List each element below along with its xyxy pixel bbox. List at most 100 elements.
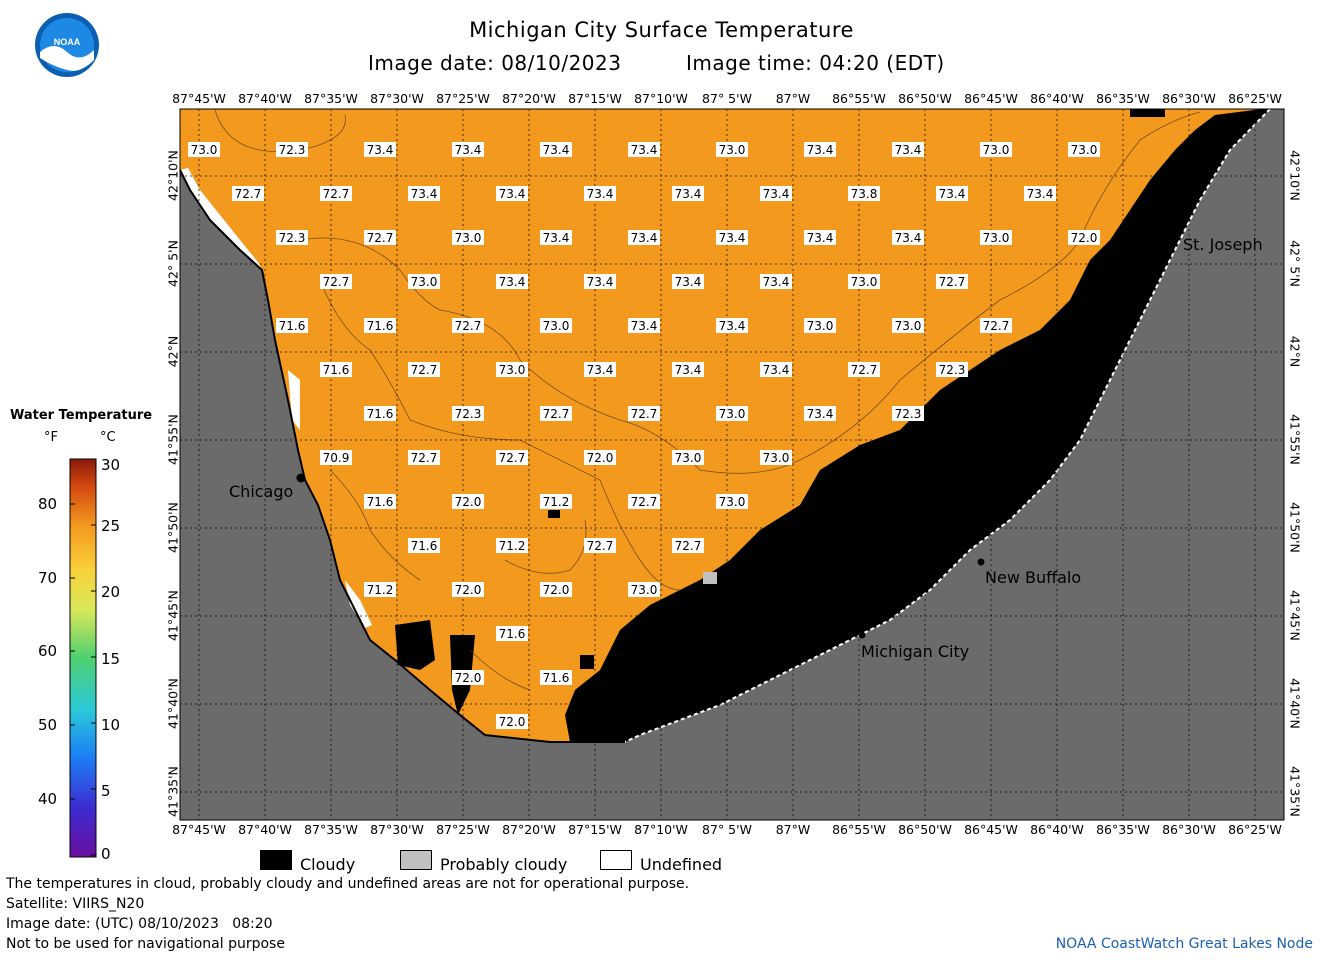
svg-text:72.7: 72.7 (455, 319, 482, 333)
temperature-value: 71.6 (540, 670, 572, 685)
svg-text:72.0: 72.0 (455, 495, 482, 509)
temperature-value: 71.2 (496, 538, 528, 553)
svg-text:70.9: 70.9 (323, 451, 350, 465)
cloudy-swatch (260, 850, 292, 870)
lat-label-left: 41°40'N (165, 678, 181, 729)
svg-text:72.0: 72.0 (499, 715, 526, 729)
temperature-labels: 73.0 72.3 73.4 73.4 73.4 73.4 73.0 73.4 73.4 73.0… (188, 142, 1100, 729)
cb-c-5: 5 (101, 782, 111, 800)
lon-label-bottom: 86°40'W (1030, 822, 1084, 837)
svg-text:73.4: 73.4 (367, 143, 394, 157)
svg-text:73.4: 73.4 (587, 275, 614, 289)
cb-c-30: 30 (101, 456, 121, 474)
temperature-value: 73.4 (496, 274, 528, 289)
temperature-value: 73.4 (760, 274, 792, 289)
svg-text:73.0: 73.0 (719, 407, 746, 421)
svg-text:73.4: 73.4 (411, 187, 438, 201)
temperature-value: 72.3 (892, 406, 924, 421)
svg-text:71.6: 71.6 (367, 407, 394, 421)
svg-text:73.4: 73.4 (763, 275, 790, 289)
temperature-value: 73.0 (760, 450, 792, 465)
temperature-value: 73.0 (980, 142, 1012, 157)
svg-text:72.7: 72.7 (543, 407, 570, 421)
svg-text:72.0: 72.0 (455, 671, 482, 685)
svg-text:72.7: 72.7 (499, 451, 526, 465)
lon-label-top: 87°40'W (238, 91, 292, 106)
svg-text:73.4: 73.4 (675, 275, 702, 289)
lat-label-left: 41°35'N (165, 766, 181, 817)
temperature-value: 72.0 (584, 450, 616, 465)
lon-label-top: 86°30'W (1162, 91, 1216, 106)
temperature-value: 73.0 (848, 274, 880, 289)
lon-label-top: 86°50'W (898, 91, 952, 106)
svg-text:71.2: 71.2 (543, 495, 570, 509)
temperature-value: 72.7 (936, 274, 968, 289)
lon-label-top: 87°W (775, 91, 811, 106)
lon-label-top: 86°35'W (1096, 91, 1150, 106)
temperature-value: 73.4 (584, 362, 616, 377)
temperature-value: 72.0 (496, 714, 528, 729)
lat-label-left: 41°45'N (165, 590, 181, 641)
new-buffalo-label: New Buffalo (985, 568, 1082, 587)
svg-text:72.3: 72.3 (895, 407, 922, 421)
svg-text:73.4: 73.4 (719, 231, 746, 245)
temperature-value: 72.7 (408, 450, 440, 465)
svg-text:71.6: 71.6 (279, 319, 306, 333)
cb-c-15: 15 (101, 650, 121, 668)
temperature-value: 72.7 (672, 538, 704, 553)
colorbar-title: Water Temperature (10, 408, 153, 423)
svg-text:72.7: 72.7 (323, 187, 350, 201)
temperature-value: 73.4 (804, 230, 836, 245)
lon-label-top: 86°40'W (1030, 91, 1084, 106)
temperature-value: 72.0 (452, 582, 484, 597)
temperature-value: 73.4 (672, 274, 704, 289)
lon-label-bottom: 87° 5'W (702, 822, 752, 837)
svg-text:72.7: 72.7 (851, 363, 878, 377)
temperature-value: 73.4 (452, 142, 484, 157)
new-buffalo-marker (977, 558, 985, 566)
cloud-mass (565, 109, 1270, 742)
lat-label-right: 41°55'N (1287, 414, 1303, 465)
svg-text:73.0: 73.0 (983, 231, 1010, 245)
svg-text:72.7: 72.7 (411, 451, 438, 465)
temperature-value: 71.6 (276, 318, 308, 333)
svg-text:73.0: 73.0 (499, 363, 526, 377)
svg-text:73.4: 73.4 (587, 363, 614, 377)
svg-text:71.6: 71.6 (543, 671, 570, 685)
lon-label-bottom: 87°25'W (436, 822, 490, 837)
chicago-marker (296, 473, 306, 483)
lat-label-left: 42°10'N (165, 150, 181, 201)
lon-label-bottom: 86°45'W (964, 822, 1018, 837)
temperature-value: 73.4 (716, 318, 748, 333)
temperature-value: 71.6 (496, 626, 528, 641)
svg-text:71.6: 71.6 (323, 363, 350, 377)
temperature-value: 72.7 (320, 186, 352, 201)
lon-label-bottom: 87°W (775, 822, 811, 837)
lat-label-right: 42°N (1287, 335, 1303, 368)
st-joseph-marker (1169, 237, 1177, 245)
undefined-label: Undefined (640, 855, 723, 874)
cb-f-70: 70 (38, 569, 58, 587)
svg-text:71.6: 71.6 (499, 627, 526, 641)
temperature-value: 73.4 (628, 318, 660, 333)
svg-text:73.0: 73.0 (631, 583, 658, 597)
lon-label-top: 87°30'W (370, 91, 424, 106)
temperature-value: 72.7 (364, 230, 396, 245)
svg-text:73.4: 73.4 (939, 187, 966, 201)
lon-label-bottom: 87°45'W (172, 822, 226, 837)
svg-text:72.3: 72.3 (939, 363, 966, 377)
temperature-value: 73.0 (496, 362, 528, 377)
svg-text:71.2: 71.2 (367, 583, 394, 597)
temperature-value: 73.4 (760, 186, 792, 201)
footer-note: The temperatures in cloud, probably clou… (6, 876, 690, 892)
svg-text:73.4: 73.4 (719, 319, 746, 333)
temperature-value: 73.4 (936, 186, 968, 201)
probably-cloudy-label: Probably cloudy (440, 855, 568, 874)
lat-label-right: 41°45'N (1287, 590, 1303, 641)
svg-text:NOAA: NOAA (54, 37, 81, 47)
temperature-value: 72.7 (628, 406, 660, 421)
temperature-value: 73.4 (672, 186, 704, 201)
temperature-value: 73.4 (628, 142, 660, 157)
svg-text:72.7: 72.7 (587, 539, 614, 553)
temperature-value: 73.4 (760, 362, 792, 377)
